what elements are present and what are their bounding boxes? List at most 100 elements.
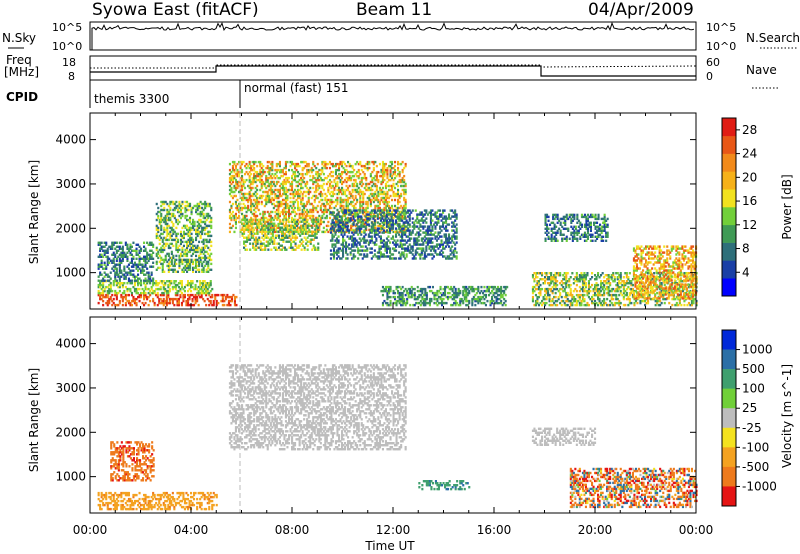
power-cell xyxy=(248,194,251,198)
power-cell xyxy=(147,275,150,278)
power-cell xyxy=(144,301,147,305)
power-cell xyxy=(257,174,260,178)
power-cell xyxy=(162,285,165,289)
power-cell xyxy=(267,232,270,235)
power-cell xyxy=(161,280,164,283)
power-cell xyxy=(194,295,197,299)
power-cell xyxy=(182,252,185,256)
power-cell xyxy=(251,202,254,206)
power-cell xyxy=(291,176,294,180)
power-cell xyxy=(386,168,389,172)
power-cell xyxy=(108,291,111,295)
power-cell xyxy=(319,172,322,176)
power-cell xyxy=(181,270,184,273)
power-cell xyxy=(146,287,149,291)
power-cell xyxy=(342,214,345,218)
power-cell xyxy=(413,287,416,291)
power-cell xyxy=(403,228,406,232)
power-cell xyxy=(386,202,389,206)
power-cell xyxy=(201,240,204,244)
power-cell xyxy=(357,174,360,178)
power-cell xyxy=(201,220,204,224)
power-cell xyxy=(350,170,353,174)
power-cell xyxy=(112,259,115,262)
power-cell xyxy=(339,257,342,260)
power-cell xyxy=(99,283,102,287)
power-cell xyxy=(292,210,295,214)
power-cell xyxy=(97,289,100,293)
power-cell xyxy=(425,221,428,224)
power-cell xyxy=(295,212,298,216)
power-cell xyxy=(233,299,236,303)
power-cell xyxy=(256,174,259,178)
power-cell xyxy=(284,160,287,164)
power-cell xyxy=(227,303,230,307)
power-cell xyxy=(264,248,267,251)
power-cell xyxy=(252,246,255,249)
power-cell xyxy=(301,186,304,190)
power-cell xyxy=(263,182,266,186)
power-cell xyxy=(262,226,265,229)
power-cell xyxy=(196,299,199,303)
power-cell xyxy=(268,242,271,245)
power-cell xyxy=(121,259,124,262)
power-cell xyxy=(256,188,259,192)
power-cell xyxy=(395,182,398,186)
power-cell xyxy=(115,291,118,295)
power-cell xyxy=(165,293,168,297)
power-cell xyxy=(307,188,310,192)
power-cell xyxy=(112,280,115,283)
power-cell xyxy=(271,162,274,166)
power-cell xyxy=(291,206,294,210)
power-cell xyxy=(274,236,277,239)
power-cell xyxy=(387,213,390,216)
power-cell xyxy=(137,273,140,276)
power-cell xyxy=(144,247,147,250)
power-cell xyxy=(281,188,284,192)
power-cell xyxy=(112,257,115,260)
power-cell xyxy=(254,198,257,202)
power-cell xyxy=(121,273,124,276)
power-cell xyxy=(105,293,108,297)
power-cell xyxy=(317,242,320,245)
power-cell xyxy=(345,172,348,176)
power-cell xyxy=(230,206,233,210)
power-cell xyxy=(400,180,403,184)
power-cell xyxy=(221,297,224,301)
power-cell xyxy=(291,232,294,235)
power-cell xyxy=(211,303,214,307)
power-cell xyxy=(259,240,262,243)
power-cell xyxy=(173,208,176,212)
power-cell xyxy=(236,180,239,184)
power-cell xyxy=(299,220,302,223)
power-cell xyxy=(164,236,167,240)
power-cell xyxy=(303,206,306,210)
power-cell xyxy=(306,210,309,214)
power-cell xyxy=(167,301,170,305)
power-cell xyxy=(364,209,367,212)
power-cell xyxy=(243,218,246,221)
power-cell xyxy=(315,206,318,210)
power-cell xyxy=(271,198,274,202)
power-cell xyxy=(277,190,280,194)
power-cell xyxy=(328,228,331,232)
power-cell xyxy=(165,289,168,293)
power-cell xyxy=(196,230,199,234)
power-cell xyxy=(189,204,192,208)
power-cell xyxy=(228,208,231,212)
power-cell xyxy=(179,280,182,283)
power-cell xyxy=(303,236,306,239)
power-cell xyxy=(378,202,381,206)
power-cell xyxy=(360,190,363,194)
power-cell xyxy=(312,204,315,208)
power-cell xyxy=(252,244,255,247)
power-cell xyxy=(144,255,147,258)
power-cell xyxy=(209,283,212,287)
power-cell xyxy=(362,200,365,204)
power-cell xyxy=(351,200,354,204)
power-cell xyxy=(130,279,133,282)
power-cell xyxy=(155,254,158,258)
power-cell xyxy=(193,204,196,208)
power-cell xyxy=(325,166,328,170)
power-cell xyxy=(289,164,292,168)
